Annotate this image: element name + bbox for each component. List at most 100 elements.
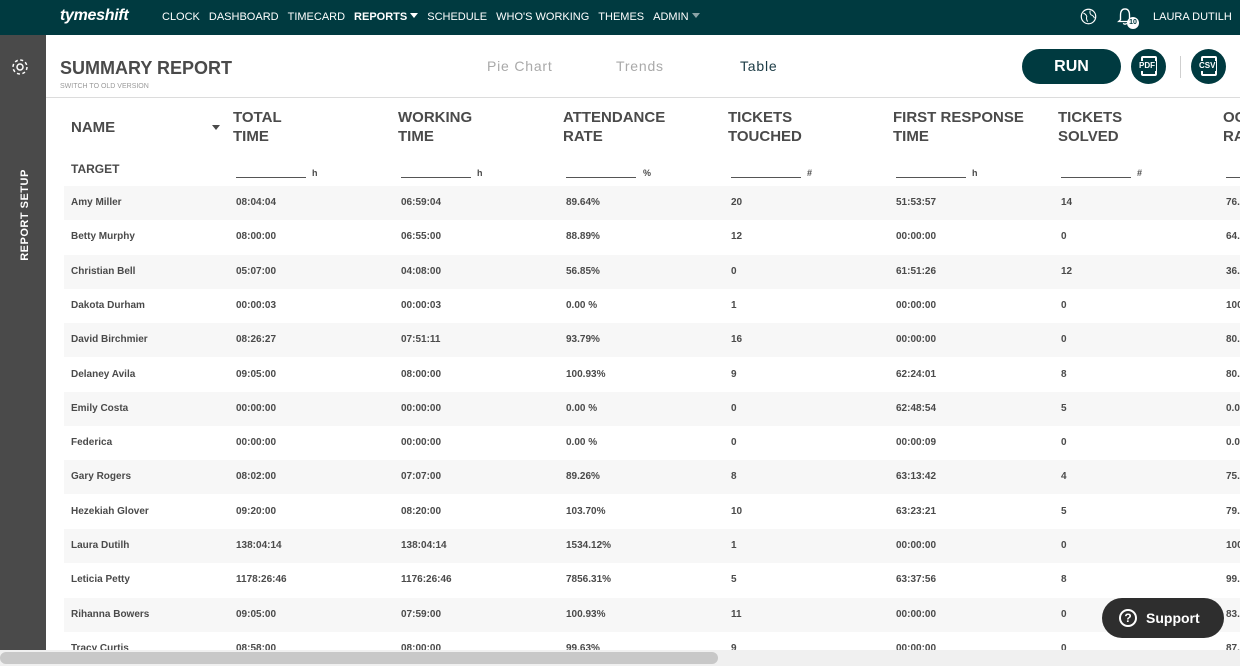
run-button[interactable]: RUN	[1022, 49, 1121, 84]
employee-name-cell: Betty Murphy	[71, 231, 135, 243]
tab-table[interactable]: Table	[740, 58, 778, 74]
header-label: ATTENDANCE	[563, 109, 666, 126]
target-working-time-input[interactable]	[401, 168, 471, 178]
table-cell: 0	[1061, 642, 1067, 650]
table-row[interactable]: Emily Costa 00:00:00 00:00:00 0.00 % 0 62:48:…	[64, 391, 1240, 426]
table-cell: 09:05:00	[236, 608, 277, 620]
globe-icon[interactable]	[1080, 8, 1097, 25]
table-cell: 00:00:00	[896, 299, 937, 311]
nav-item-schedule[interactable]: SCHEDULE	[427, 11, 487, 23]
table-cell: 08:04:04	[236, 197, 277, 208]
table-row[interactable]: Rihanna Bowers 09:05:00 07:59:00 100.93% 11 0…	[64, 597, 1240, 632]
table-row[interactable]: David Birchmier 08:26:27 07:51:11 93.79% 16 0…	[64, 323, 1240, 358]
table-row[interactable]: Laura Dutilh 138:04:14 138:04:14 1534.12% 1 0…	[64, 529, 1240, 563]
pdf-export-button[interactable]: PDF	[1131, 49, 1166, 84]
nav-item-label: DASHBOARD	[208, 11, 279, 23]
table-row[interactable]: Gary Rogers 08:02:00 07:07:00 89.26% 8 63:13:…	[64, 460, 1240, 495]
support-button[interactable]: ? Support	[1102, 598, 1224, 638]
horizontal-scrollbar-thumb[interactable]	[0, 652, 718, 664]
column-header-total-time[interactable]: TOTAL TIME	[233, 108, 282, 146]
table-row[interactable]: Federica 00:00:00 00:00:00 0.00 % 0 00:00:09 0…	[64, 426, 1240, 460]
target-truncated-input[interactable]	[1226, 168, 1240, 178]
table-cell: 16	[731, 334, 743, 346]
column-header-tickets-solved[interactable]: TICKETS SOLVED	[1058, 108, 1122, 146]
target-attendance-rate-input[interactable]	[566, 168, 636, 178]
nav-item-clock[interactable]: CLOCK	[162, 11, 200, 23]
table-row[interactable]: Amy Miller 08:04:04 06:59:04 89.64% 20 51:53:…	[64, 186, 1240, 220]
table-cell: 0.00 %	[566, 402, 598, 414]
table-cell: 62:24:01	[896, 368, 937, 380]
table-row[interactable]: Christian Bell 05:07:00 04:08:00 56.85% 0 61:…	[64, 254, 1240, 289]
target-tickets-solved-input[interactable]	[1061, 168, 1131, 178]
table-cell: 0.00 %	[566, 437, 598, 449]
table-row[interactable]: Tracy Curtis 08:58:00 08:00:00 99.63% 9 00:00…	[64, 632, 1240, 650]
target-unit: h	[312, 168, 318, 178]
table-cell: 00:00:09	[896, 437, 937, 449]
summary-table[interactable]: NAME TOTAL TIME WORKING TIME ATTENDANCE RAT…	[64, 98, 1240, 650]
table-row[interactable]: Dakota Durham 00:00:03 00:00:03 0.00 % 1 00:0…	[64, 289, 1240, 323]
tymeshift-logo[interactable]: tymeshift	[60, 7, 129, 24]
target-first-response-input[interactable]	[896, 168, 966, 178]
nav-item-label: ADMIN	[653, 11, 689, 23]
report-setup-sidebar[interactable]: REPORT SETUP	[0, 35, 46, 666]
table-cell: 88.89%	[566, 231, 600, 243]
csv-label: CSV	[1198, 61, 1217, 71]
table-cell: 07:07:00	[401, 471, 442, 483]
nav-item-themes[interactable]: THEMES	[598, 11, 644, 23]
table-cell: 0.0	[1226, 437, 1240, 449]
table-cell: 9	[731, 368, 737, 380]
tab-trends[interactable]: Trends	[616, 58, 664, 74]
column-header-first-response-time[interactable]: FIRST RESPONSE TIME	[893, 108, 1024, 146]
target-tickets-touched-input[interactable]	[731, 168, 801, 178]
table-cell: 00:00:00	[401, 437, 442, 449]
table-cell: 06:55:00	[401, 231, 442, 243]
switch-old-version-link[interactable]: SWITCH TO OLD VERSION	[60, 83, 149, 90]
table-cell: 00:00:00	[896, 540, 937, 551]
target-total-time-input[interactable]	[236, 168, 306, 178]
target-unit: h	[972, 168, 978, 178]
help-icon: ?	[1119, 609, 1137, 627]
column-header-name[interactable]: NAME	[71, 118, 115, 137]
notification-badge: 10	[1127, 17, 1139, 29]
bell-icon[interactable]	[1116, 7, 1134, 27]
table-cell: 0	[1061, 334, 1067, 346]
nav-item-admin[interactable]: ADMIN	[653, 11, 700, 23]
table-cell: 07:51:11	[401, 334, 441, 346]
user-menu[interactable]: LAURA DUTILH	[1153, 11, 1232, 23]
table-row[interactable]: Leticia Petty 1178:26:46 1176:26:46 7856.31…	[64, 563, 1240, 597]
nav-item-reports[interactable]: REPORTS	[354, 11, 419, 23]
table-cell: 4	[1061, 471, 1067, 483]
table-cell: 0	[1061, 231, 1067, 243]
table-cell: 08:00:00	[236, 231, 277, 243]
table-cell: 08:02:00	[236, 471, 277, 483]
header-label: FIRST RESPONSE	[893, 109, 1024, 126]
nav-item-dashboard[interactable]: DASHBOARD	[209, 11, 279, 23]
table-cell: 09:20:00	[236, 505, 277, 517]
csv-export-button[interactable]: CSV	[1191, 49, 1226, 84]
column-header-truncated[interactable]: OC RA	[1223, 108, 1240, 146]
tab-pie-chart[interactable]: Pie Chart	[487, 58, 553, 74]
nav-item-label: CLOCK	[162, 11, 200, 23]
column-header-attendance-rate[interactable]: ATTENDANCE RATE	[563, 108, 665, 146]
column-header-working-time[interactable]: WORKING TIME	[398, 108, 472, 146]
table-row[interactable]: Delaney Avila 09:05:00 08:00:00 100.93% 9 62:…	[64, 358, 1240, 392]
column-header-tickets-touched[interactable]: TICKETS TOUCHED	[728, 108, 802, 146]
sort-caret-icon[interactable]	[212, 125, 220, 130]
table-cell: 0	[731, 265, 737, 277]
nav-item-timecard[interactable]: TIMECARD	[288, 11, 345, 23]
table-cell: 00:00:00	[236, 437, 277, 449]
header-label: NAME	[71, 119, 116, 136]
table-cell: 08:00:00	[401, 642, 442, 650]
table-cell: 00:00:00	[896, 334, 937, 346]
gear-icon[interactable]	[10, 57, 30, 77]
table-row[interactable]: Hezekiah Glover 09:20:00 08:20:00 103.70% 10…	[64, 495, 1240, 529]
target-unit: #	[1137, 168, 1143, 178]
page-title: SUMMARY REPORT	[60, 58, 233, 78]
nav-item-whos-working[interactable]: WHO'S WORKING	[496, 11, 589, 23]
table-row[interactable]: Betty Murphy 08:00:00 06:55:00 88.89% 12 00:0…	[64, 220, 1240, 254]
table-cell: 1176:26:46	[401, 574, 452, 586]
support-label: Support	[1146, 610, 1200, 626]
table-cell: 51:53:57	[896, 197, 937, 208]
table-cell: 1178:26:46	[236, 574, 287, 586]
table-cell: 103.70%	[566, 505, 606, 517]
